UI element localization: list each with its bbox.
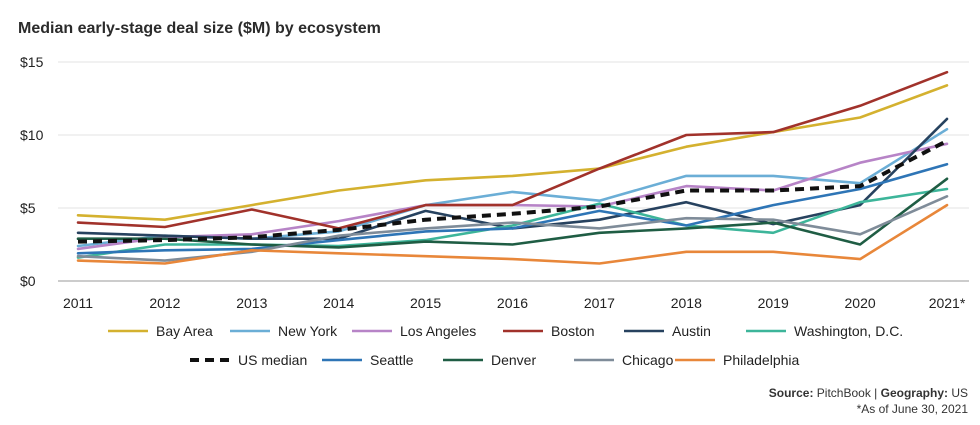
legend-item: Boston xyxy=(503,323,595,339)
legend: Bay Area New York Los Angeles Boston Austin W… xyxy=(108,323,903,368)
x-tick-label: 2013 xyxy=(236,295,267,311)
series-line-philadelphia xyxy=(76,203,949,265)
legend-item: Bay Area xyxy=(108,323,213,339)
legend-label: New York xyxy=(278,323,338,339)
y-tick-label: $0 xyxy=(20,273,36,289)
x-tick-label: 2018 xyxy=(671,295,702,311)
geography-value: US xyxy=(951,386,968,400)
source-separator: | xyxy=(874,386,878,400)
source-label: Source: xyxy=(768,386,814,400)
legend-item: Seattle xyxy=(322,352,414,368)
x-tick-label: 2016 xyxy=(497,295,528,311)
series-line-seattle xyxy=(76,162,949,255)
legend-item: New York xyxy=(230,323,338,339)
legend-label: Bay Area xyxy=(156,323,213,339)
legend-label: Los Angeles xyxy=(400,323,476,339)
x-tick-label: 2021* xyxy=(929,295,966,311)
series-line-boston xyxy=(76,70,949,230)
y-tick-label: $5 xyxy=(20,200,36,216)
series-line-washington-d-c xyxy=(76,187,949,259)
y-tick-label: $10 xyxy=(20,127,44,143)
chart-title: Median early-stage deal size ($M) by eco… xyxy=(18,20,381,37)
series-line-us-median xyxy=(77,139,948,244)
source-line: Source: PitchBook | Geography: US xyxy=(769,386,968,400)
series-line-denver xyxy=(76,177,949,249)
x-tick-label: 2020 xyxy=(845,295,876,311)
y-tick-labels: $0 $5 $10 $15 xyxy=(20,54,44,289)
legend-item: Austin xyxy=(624,323,711,339)
legend-item: Washington, D.C. xyxy=(746,323,903,339)
legend-item: US median xyxy=(190,352,307,368)
footnote: *As of June 30, 2021 xyxy=(856,402,968,416)
legend-label: Chicago xyxy=(622,352,674,368)
x-tick-labels: 2011 2012 2013 2014 2015 2016 2017 2018 2019 2020… xyxy=(63,295,966,311)
x-tick-label: 2019 xyxy=(758,295,789,311)
source-value: PitchBook xyxy=(816,386,871,400)
x-tick-label: 2017 xyxy=(584,295,615,311)
geography-label: Geography: xyxy=(880,386,948,400)
series-lines xyxy=(76,70,949,265)
legend-label: Denver xyxy=(491,352,536,368)
x-tick-label: 2011 xyxy=(63,295,93,311)
legend-label: Boston xyxy=(551,323,595,339)
legend-label: Philadelphia xyxy=(723,352,799,368)
legend-item: Chicago xyxy=(574,352,674,368)
x-tick-label: 2015 xyxy=(410,295,441,311)
legend-label: US median xyxy=(238,352,307,368)
x-tick-label: 2012 xyxy=(149,295,180,311)
x-tick-label: 2014 xyxy=(323,295,354,311)
legend-label: Austin xyxy=(672,323,711,339)
legend-item: Los Angeles xyxy=(352,323,476,339)
legend-label: Seattle xyxy=(370,352,414,368)
y-tick-label: $15 xyxy=(20,54,44,70)
grid-lines xyxy=(58,61,969,282)
legend-item: Philadelphia xyxy=(675,352,799,368)
series-line-bay-area xyxy=(76,84,949,221)
legend-label: Washington, D.C. xyxy=(794,323,903,339)
legend-item: Denver xyxy=(443,352,536,368)
